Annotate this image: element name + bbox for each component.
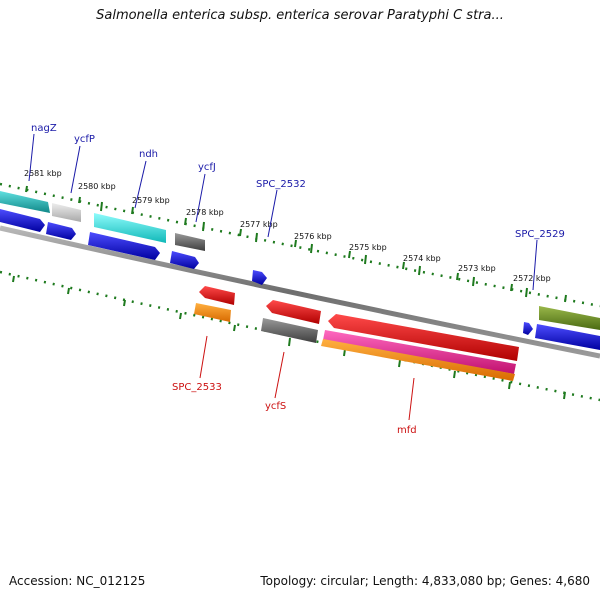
forward-cds-row-inner — [0, 209, 600, 350]
upper-tick-ring — [0, 182, 600, 308]
map-title: Salmonella enterica subsp. enterica sero… — [96, 8, 504, 23]
cds-arrow-SPC_2529-small[interactable] — [523, 322, 533, 335]
major-tick — [239, 228, 242, 237]
major-tick — [131, 206, 134, 215]
major-tick — [508, 381, 511, 390]
major-tick — [67, 287, 70, 295]
mid-tick — [525, 287, 528, 298]
mid-tick — [418, 265, 421, 276]
gene-label-SPC_2529[interactable]: SPC_2529 — [515, 229, 565, 240]
scale-labels: 2581 kbp 2580 kbp 2579 kbp 2578 kbp 2577… — [24, 169, 551, 283]
major-tick — [123, 299, 126, 307]
major-tick — [25, 185, 28, 193]
major-tick — [294, 239, 297, 248]
cds-feature-teal[interactable] — [0, 191, 50, 213]
mid-tick — [364, 254, 367, 265]
scale-label: 2579 kbp — [132, 196, 170, 205]
cds-arrow-SPC_2532[interactable] — [252, 270, 267, 285]
major-tick — [453, 370, 456, 379]
cds-feature-olive[interactable] — [539, 306, 600, 330]
gene-labels-bottom: SPC_2533 ycfS mfd — [172, 335, 417, 436]
scale-label: 2574 kbp — [403, 254, 441, 263]
major-tick — [564, 294, 567, 303]
cds-arrow-SPC_2529[interactable] — [535, 324, 600, 350]
major-tick — [78, 196, 81, 204]
gene-label-nagZ[interactable]: nagZ — [31, 123, 57, 134]
scale-label: 2580 kbp — [78, 182, 116, 191]
major-tick — [510, 283, 513, 292]
cds-feature-ycfJ[interactable] — [175, 233, 205, 251]
forward-cds-row-outer — [0, 191, 600, 330]
topology-summary: Topology: circular; Length: 4,833,080 bp… — [260, 574, 590, 588]
cds-arrow-ndh[interactable] — [88, 232, 160, 260]
mid-tick — [202, 221, 205, 232]
accession-text: Accession: NC_012125 — [9, 574, 146, 588]
major-tick — [563, 391, 566, 400]
major-tick — [179, 312, 182, 320]
gene-label-SPC_2532[interactable]: SPC_2532 — [256, 179, 306, 190]
gene-label-ycfS[interactable]: ycfS — [265, 401, 286, 412]
cds-arrow-nagZ[interactable] — [0, 209, 45, 232]
cds-feature-mfd-pink[interactable] — [323, 330, 516, 374]
major-tick — [348, 250, 351, 259]
scale-label: 2575 kbp — [349, 243, 387, 252]
cds-feature-SPC_2533-orange[interactable] — [194, 303, 231, 322]
scale-label: 2581 kbp — [24, 169, 62, 178]
major-tick — [398, 359, 401, 368]
mid-tick — [310, 243, 313, 254]
cds-feature-lightgrey[interactable] — [52, 203, 81, 222]
cds-feature-ndh[interactable] — [94, 213, 166, 243]
gene-label-ndh[interactable]: ndh — [139, 149, 158, 160]
major-tick — [233, 324, 236, 332]
cds-feature-ycfS-grey[interactable] — [261, 318, 318, 343]
scale-label: 2573 kbp — [458, 264, 496, 273]
cds-arrow-ycfS[interactable] — [266, 300, 321, 324]
gene-label-ycfJ[interactable]: ycfJ — [198, 162, 216, 173]
major-tick — [184, 217, 187, 226]
gene-labels-top: nagZ ycfP ndh ycfJ SPC_2532 SPC_2529 — [28, 123, 565, 291]
scale-label: 2578 kbp — [186, 208, 224, 217]
cds-arrow-ycfP[interactable] — [46, 222, 76, 240]
cds-arrow-SPC_2533[interactable] — [199, 286, 235, 305]
cds-arrow-ycfJ[interactable] — [170, 251, 199, 269]
mid-tick — [100, 201, 103, 212]
scale-label: 2572 kbp — [513, 274, 551, 283]
major-tick — [402, 261, 405, 270]
major-tick — [456, 272, 459, 281]
reverse-cds-rows — [194, 286, 519, 381]
scale-label: 2577 kbp — [240, 220, 278, 229]
gene-label-mfd[interactable]: mfd — [397, 425, 417, 436]
mid-tick — [472, 276, 475, 287]
cds-feature-mfd-orange[interactable] — [321, 339, 515, 381]
mid-tick — [255, 232, 258, 243]
scale-label: 2576 kbp — [294, 232, 332, 241]
cds-arrow-mfd[interactable] — [328, 314, 519, 361]
genome-backbone — [0, 225, 600, 359]
gene-label-SPC_2533[interactable]: SPC_2533 — [172, 382, 222, 393]
major-tick — [12, 275, 15, 283]
gene-label-ycfP[interactable]: ycfP — [74, 134, 95, 145]
major-tick — [288, 337, 291, 347]
